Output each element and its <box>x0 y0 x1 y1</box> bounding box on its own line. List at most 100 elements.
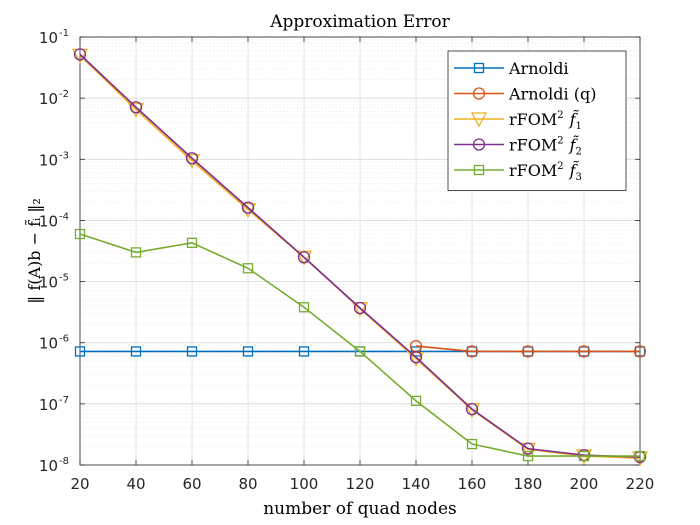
x-tick-label: 140 <box>402 475 431 493</box>
y-tick-exponent: -2 <box>59 89 69 100</box>
data-point <box>466 438 478 450</box>
legend-entry: rFOM2 f̃3 <box>454 161 582 183</box>
y-tick-label: 10 <box>39 212 58 230</box>
data-point <box>354 346 366 357</box>
y-tick-label: 10 <box>39 335 58 353</box>
series-line <box>79 233 640 457</box>
legend-entry: Arnoldi <box>454 59 569 78</box>
y-tick-exponent: -5 <box>59 273 69 284</box>
series-line <box>79 53 641 458</box>
legend-label-func: f̃ <box>569 135 580 154</box>
x-tick-label: 20 <box>70 475 89 493</box>
data-point <box>578 450 590 462</box>
legend-marker <box>473 164 485 176</box>
data-point <box>242 263 254 274</box>
y-tick-label: 10 <box>39 457 58 475</box>
legend-label-func: f̃ <box>569 110 580 129</box>
legend-marker <box>473 62 485 74</box>
y-tick-exponent: -7 <box>59 395 69 406</box>
legend-label-text: rFOM <box>509 161 557 180</box>
legend-label-sup: 2 <box>557 161 563 172</box>
x-tick-label: 180 <box>514 475 543 493</box>
legend-label-func: f̃ <box>569 161 580 180</box>
y-axis-label: ‖ f(A)b − f̃ᵢ ‖₂ <box>25 198 44 304</box>
data-point <box>130 346 142 357</box>
data-point <box>577 345 591 358</box>
legend-label-text: rFOM <box>509 110 557 129</box>
data-point <box>242 346 254 357</box>
data-point <box>297 251 311 264</box>
legend-marker <box>470 112 488 128</box>
legend-label-sub: 2 <box>576 147 582 158</box>
legend-label: rFOM2 f̃2 <box>509 135 582 157</box>
legend-label-text: Arnoldi (q) <box>508 85 596 104</box>
x-tick-label: 120 <box>346 475 375 493</box>
x-axis-label: number of quad nodes <box>263 499 457 519</box>
y-tick-exponent: -4 <box>59 211 69 222</box>
data-point <box>186 346 198 357</box>
data-point <box>129 101 143 114</box>
y-tick-label: 10 <box>39 29 58 47</box>
data-point <box>410 395 422 406</box>
legend-marker <box>472 87 486 100</box>
data-point <box>521 345 535 358</box>
data-point <box>634 450 646 462</box>
x-tick-label: 160 <box>458 475 487 493</box>
data-point <box>521 442 535 455</box>
legend-label-sub: 1 <box>576 121 582 132</box>
data-point <box>186 237 198 248</box>
data-point <box>74 228 86 240</box>
y-tick-label: 10 <box>39 396 58 414</box>
x-tick-label: 200 <box>570 475 599 493</box>
y-tick-label: 10 <box>39 274 58 292</box>
series-4 <box>73 48 647 464</box>
legend-box <box>447 50 627 191</box>
y-tick-label: 10 <box>39 151 58 169</box>
legend-entry: rFOM2 f̃2 <box>454 135 582 158</box>
data-point <box>185 152 199 165</box>
series-layer <box>71 48 649 467</box>
legend-label-sup: 2 <box>557 110 563 121</box>
series-line <box>415 345 640 353</box>
legend-label-text: Arnoldi <box>508 59 569 78</box>
data-point <box>74 346 86 357</box>
data-point <box>522 450 534 462</box>
data-point <box>633 345 647 358</box>
legend-label: rFOM2 f̃3 <box>509 161 582 183</box>
data-point <box>241 201 255 214</box>
data-point <box>410 346 422 357</box>
legend-label-sup: 2 <box>557 136 563 147</box>
y-tick-label: 10 <box>39 90 58 108</box>
x-tick-label: 100 <box>290 475 319 493</box>
x-tick-label: 80 <box>238 475 257 493</box>
data-point <box>465 345 479 358</box>
data-point <box>409 351 423 364</box>
x-tick-label: 40 <box>126 475 145 493</box>
legend-entry: Arnoldi (q) <box>454 85 596 104</box>
legend-entry: rFOM2 f̃1 <box>454 110 582 132</box>
series-5 <box>74 228 646 462</box>
legend-label-sub: 3 <box>576 172 582 183</box>
data-point <box>407 351 425 367</box>
x-tick-label: 60 <box>182 475 201 493</box>
legend-label: rFOM2 f̃1 <box>509 110 582 132</box>
chart-title: Approximation Error <box>269 12 450 32</box>
y-tick-exponent: -8 <box>59 456 69 467</box>
legend-label-text: rFOM <box>509 136 557 155</box>
data-point <box>130 247 142 258</box>
legend-marker <box>472 138 486 151</box>
legend-label: Arnoldi (q) <box>508 85 596 104</box>
data-point <box>465 402 479 416</box>
y-tick-exponent: -3 <box>59 150 69 161</box>
data-point <box>353 301 367 315</box>
y-tick-exponent: -6 <box>59 334 69 345</box>
x-tick-label: 220 <box>626 475 655 493</box>
legend-label: Arnoldi <box>508 59 569 78</box>
data-point <box>298 302 310 313</box>
y-tick-exponent: -1 <box>59 28 69 39</box>
data-point <box>73 48 87 61</box>
data-point <box>298 346 310 357</box>
